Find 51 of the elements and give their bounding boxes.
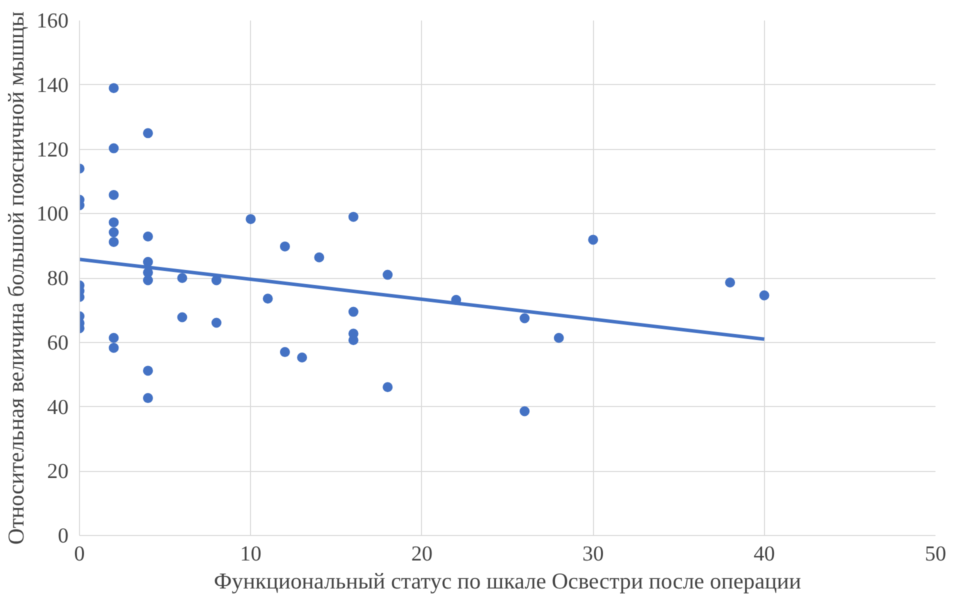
point bbox=[348, 335, 358, 346]
point bbox=[246, 214, 256, 224]
point bbox=[108, 227, 119, 238]
point bbox=[348, 212, 358, 222]
x-tick-label: 0 bbox=[74, 542, 85, 566]
x-tick-label: 20 bbox=[411, 542, 433, 566]
point bbox=[177, 312, 188, 322]
point bbox=[142, 231, 153, 242]
x-axis-title: Функциональный статус по шкале Освестри после операции bbox=[214, 568, 802, 594]
y-tick-label: 60 bbox=[47, 330, 68, 354]
point bbox=[280, 347, 290, 358]
point bbox=[108, 332, 119, 343]
y-tick-label: 140 bbox=[36, 72, 69, 97]
point bbox=[108, 143, 119, 154]
x-tick-label: 30 bbox=[582, 542, 604, 566]
point bbox=[520, 313, 530, 324]
y-tick-label: 120 bbox=[36, 137, 69, 162]
point bbox=[725, 278, 736, 288]
y-tick-label: 80 bbox=[47, 266, 68, 290]
point bbox=[142, 366, 153, 376]
point bbox=[211, 318, 222, 328]
point bbox=[177, 273, 188, 283]
point bbox=[142, 128, 153, 138]
point bbox=[382, 382, 393, 392]
point bbox=[520, 406, 530, 416]
point bbox=[297, 352, 308, 362]
y-tick-label: 40 bbox=[47, 394, 68, 419]
x-tick-label: 50 bbox=[924, 542, 946, 566]
y-tick-label: 160 bbox=[36, 8, 69, 32]
point bbox=[759, 290, 770, 300]
point bbox=[348, 306, 358, 317]
x-tick-label: 10 bbox=[240, 542, 262, 566]
point bbox=[280, 241, 290, 252]
y-tick-label: 0 bbox=[58, 524, 69, 548]
point bbox=[314, 252, 324, 262]
point bbox=[142, 393, 153, 404]
point bbox=[108, 236, 119, 247]
point bbox=[262, 294, 273, 304]
point bbox=[108, 190, 119, 200]
x-tick-label: 40 bbox=[754, 542, 775, 566]
point bbox=[554, 332, 564, 343]
y-tick-label: 100 bbox=[36, 202, 69, 226]
point bbox=[588, 234, 598, 245]
point bbox=[142, 256, 153, 267]
y-tick-label: 20 bbox=[47, 459, 68, 484]
point bbox=[382, 270, 393, 280]
point bbox=[108, 217, 119, 228]
y-axis-title: Относительная величина большой поясничной мышцы bbox=[4, 11, 29, 545]
point bbox=[142, 275, 153, 286]
point bbox=[108, 83, 119, 94]
point bbox=[108, 342, 119, 353]
